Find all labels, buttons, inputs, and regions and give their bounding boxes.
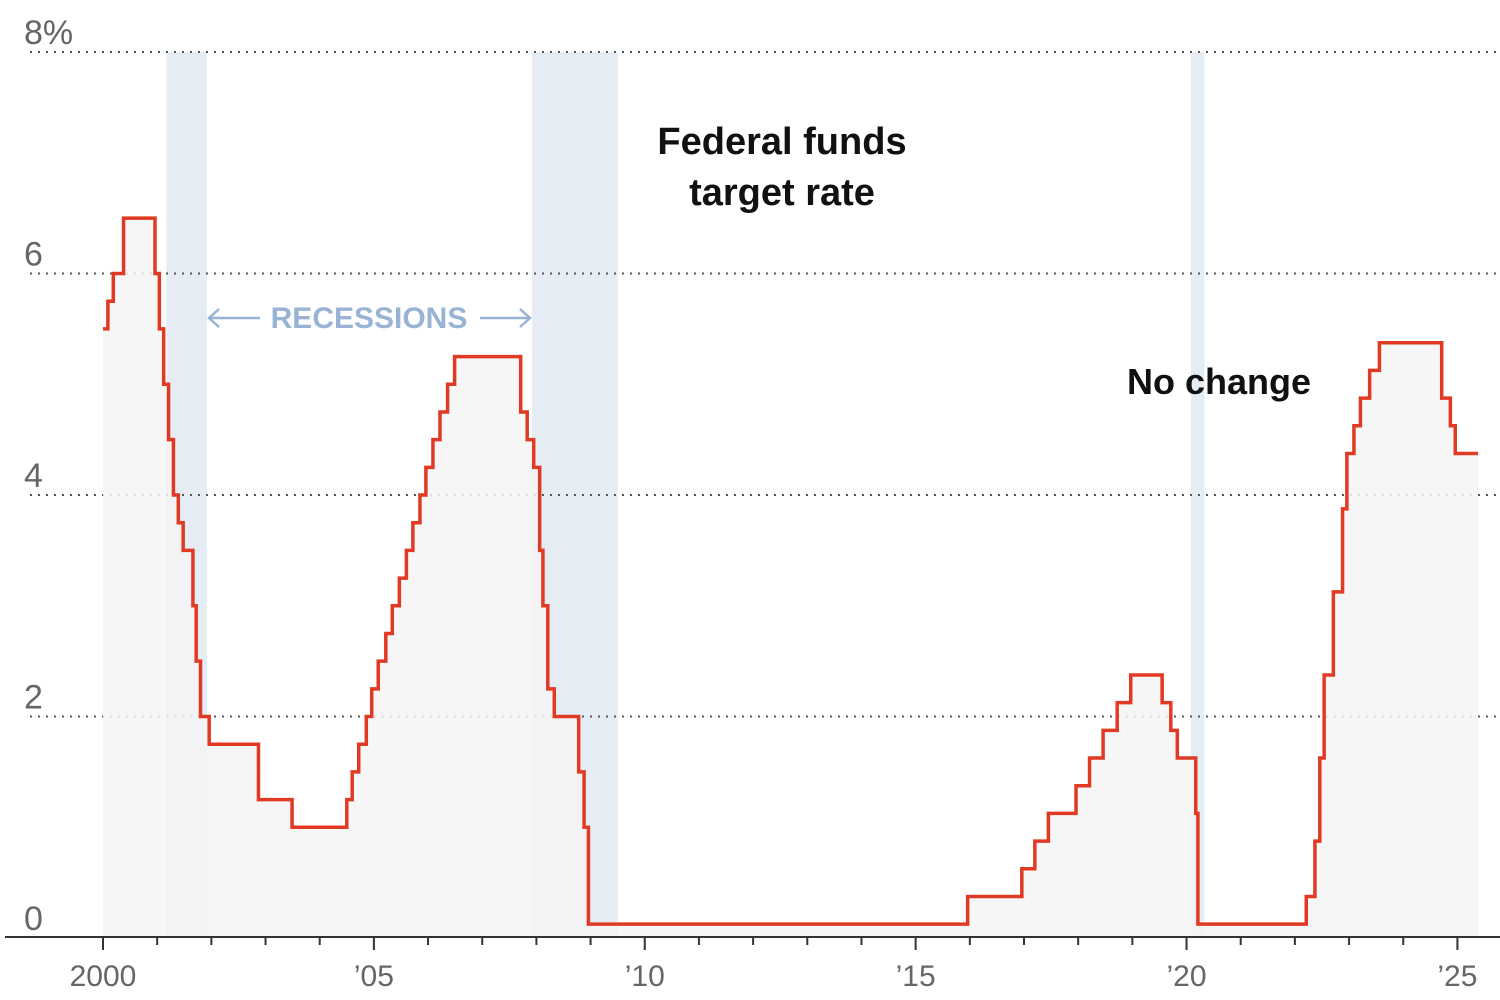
chart-title-line-2: target rate: [689, 172, 875, 214]
rate-area: [103, 218, 1478, 938]
no-change-annotation: No change: [1127, 361, 1311, 402]
y-tick-label-2: 2: [24, 679, 43, 717]
recessions-label: RECESSIONS: [271, 302, 468, 335]
gridlines: [30, 51, 1500, 718]
x-tick-label-2015: ’15: [896, 960, 936, 993]
y-tick-label-0: 0: [24, 900, 43, 938]
x-tick-label-2000: 2000: [70, 960, 137, 993]
recessions-left-arrowhead: [207, 308, 220, 328]
rate-step-line: [103, 216, 1478, 926]
x-tick-label-2025: ’25: [1437, 960, 1477, 993]
recessions-annotation: RECESSIONS: [207, 302, 532, 335]
y-axis-labels: 8% 6 4 2 0: [24, 14, 73, 938]
chart-title-line-1: Federal funds: [657, 121, 906, 163]
x-axis: [5, 936, 1500, 950]
rate-area-fill: [103, 218, 1478, 938]
recession-bands: [166, 52, 1205, 938]
rate-line: [103, 216, 1478, 926]
x-tick-label-2020: ’20: [1167, 960, 1207, 993]
x-tick-label-2005: ’05: [354, 960, 394, 993]
recession-band-3: [1190, 52, 1205, 938]
y-tick-label-4: 4: [24, 457, 43, 495]
x-tick-label-2010: ’10: [625, 960, 665, 993]
recessions-right-arrowhead: [519, 308, 532, 328]
x-axis-labels: 2000 ’05 ’10 ’15 ’20 ’25: [70, 960, 1478, 993]
y-tick-label-6: 6: [24, 236, 43, 274]
y-tick-label-8: 8%: [24, 14, 73, 52]
